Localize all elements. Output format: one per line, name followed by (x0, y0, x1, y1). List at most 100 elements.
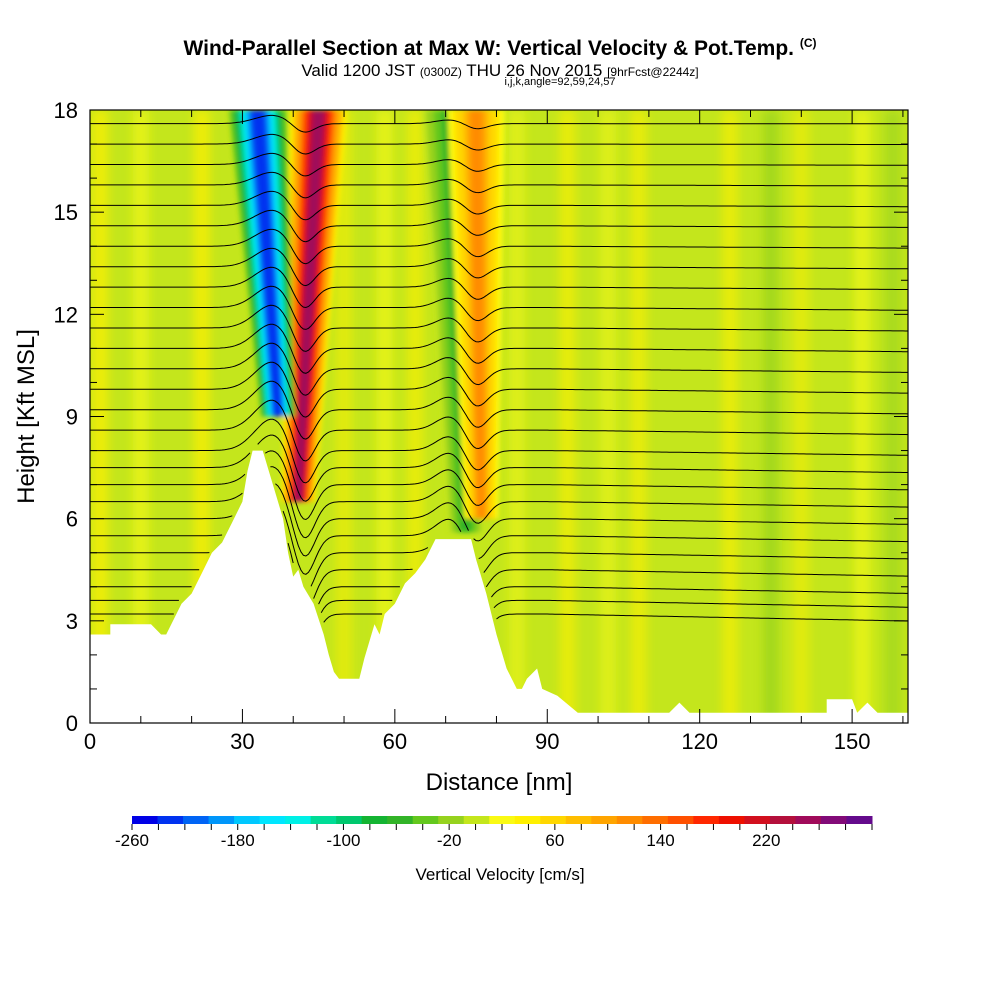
colorbar-swatch (667, 816, 694, 824)
colorbar-swatch (361, 816, 388, 824)
isentrope-line (90, 450, 908, 521)
colorbar-swatch (795, 816, 822, 824)
colorbar-swatch (259, 816, 286, 824)
colorbar-swatch (846, 816, 873, 824)
colorbar: -260 -180 -100 -20 60 140 220 Vertical Velocity… (115, 816, 873, 884)
isentrope-line (90, 434, 908, 502)
y-tick-label: 15 (54, 200, 78, 225)
grid-indices: i,j,k,angle=92,59,24,57 (0, 76, 1000, 88)
copyright-mark: (C) (799, 36, 817, 50)
colorbar-swatch (336, 816, 363, 824)
colorbar-swatch (693, 816, 720, 824)
y-tick-label: 3 (66, 609, 78, 634)
isentrope-line (90, 285, 908, 330)
x-tick-label: 150 (834, 729, 871, 754)
colorbar-label: 220 (752, 831, 780, 850)
colorbar-label: -180 (221, 831, 255, 850)
x-tick-label: 0 (84, 729, 96, 754)
y-tick-label: 6 (66, 507, 78, 532)
isentrope-line (90, 483, 908, 557)
colorbar-swatch (616, 816, 643, 824)
valid-prefix: Valid 1200 JST (301, 61, 416, 80)
valid-utc: (0300Z) (419, 65, 462, 79)
colorbar-swatch (565, 816, 592, 824)
isentrope-line (90, 586, 908, 605)
velocity-band (251, 110, 282, 417)
valid-time: Valid 1200 JST (0300Z) THU 26 Nov 2015 [… (0, 61, 1000, 81)
isentrope-line (90, 418, 908, 484)
colorbar-swatch (489, 816, 516, 824)
forecast-info: [9hrFcst@2244z] (607, 65, 699, 79)
colorbar-swatch (132, 816, 159, 824)
colorbar-swatch (642, 816, 669, 824)
streak (793, 110, 810, 723)
velocity-bands (228, 110, 505, 533)
isentrope-line (90, 510, 908, 575)
chart-title: Wind-Parallel Section at Max W: Vertical… (0, 36, 1000, 61)
terrain (90, 450, 908, 723)
streak (884, 110, 901, 723)
colorbar-swatch (438, 816, 465, 824)
isentrope-line (90, 228, 908, 265)
colorbar-swatch (744, 816, 771, 824)
isentrope-line (90, 247, 908, 287)
colorbar-swatch (310, 816, 337, 824)
colorbar-label: 60 (545, 831, 564, 850)
y-tick-label: 9 (66, 405, 78, 430)
streak (508, 110, 525, 723)
isentrope-line (90, 209, 908, 243)
colorbar-swatch (820, 816, 847, 824)
y-tick-label: 12 (54, 302, 78, 327)
isentrope-line (90, 399, 908, 462)
isentrope-line (90, 466, 908, 539)
colorbar-swatch (718, 816, 745, 824)
axes: 0 30 60 90 120 150 0 3 6 9 12 15 18 Distance [nm] Heig… (13, 98, 909, 796)
colorbar-swatch (285, 816, 312, 824)
valid-date: THU 26 Nov 2015 (466, 61, 603, 80)
colorbar-swatch (412, 816, 439, 824)
colorbar-swatch (463, 816, 490, 824)
colorbar-label: -20 (437, 831, 462, 850)
plot-area (90, 110, 908, 723)
colorbar-swatch (387, 816, 414, 824)
streak (722, 110, 739, 723)
colorbar-swatch (234, 816, 261, 824)
x-tick-label: 30 (230, 729, 254, 754)
isentrope-line (90, 114, 908, 133)
isentrope-line (90, 190, 908, 221)
streak (854, 110, 871, 723)
isentrope-line (90, 568, 908, 599)
colorbar-swatch (157, 816, 184, 824)
isentrope-line (90, 266, 908, 309)
colorbar-swatch (591, 816, 618, 824)
colorbar-label: 140 (646, 831, 674, 850)
colorbar-swatch (769, 816, 796, 824)
colorbar-label: -100 (326, 831, 360, 850)
isentrope-line (90, 152, 908, 177)
isentrope-line (90, 342, 908, 396)
grid-indices-text: i,j,k,angle=92,59,24,57 (504, 76, 616, 88)
y-axis-title: Height [Kft MSL] (13, 329, 40, 504)
colorbar-swatch (540, 816, 567, 824)
streak (600, 110, 617, 723)
x-tick-label: 120 (681, 729, 718, 754)
colorbar-title: Vertical Velocity [cm/s] (415, 865, 584, 884)
streak (559, 110, 576, 723)
isentrope-line (90, 133, 908, 155)
isentrope-line (90, 304, 908, 352)
isentrope-line (90, 613, 908, 623)
y-tick-label: 18 (54, 98, 78, 123)
isentropes (90, 114, 908, 623)
isentrope-line (90, 323, 908, 374)
x-tick-label: 60 (383, 729, 407, 754)
colorbar-label: -260 (115, 831, 149, 850)
streak (762, 110, 779, 723)
x-tick-label: 90 (535, 729, 559, 754)
colorbar-swatch (208, 816, 235, 824)
colorbar-swatch (514, 816, 541, 824)
y-tick-label: 0 (66, 711, 78, 736)
velocity-band (470, 110, 485, 519)
streak (630, 110, 647, 723)
isentrope-line (90, 171, 908, 199)
